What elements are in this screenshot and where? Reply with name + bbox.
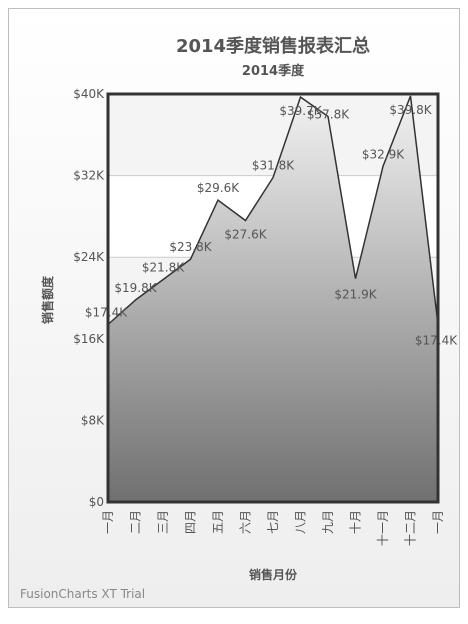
data-label: $17.4K [85,306,128,320]
data-label: $17.4K [415,334,458,348]
data-label: $39.8K [389,103,432,117]
x-tick-label: 二月 [129,510,143,534]
data-label: $21.8K [142,261,185,275]
y-tick-label: $16K [73,332,105,346]
x-tick-label: 十一月 [376,510,390,546]
data-labels: $17.4K $19.8K $21.8K $23.8K $29.6K $27.6K $31.… [85,103,458,348]
data-label: $31.8K [252,159,295,173]
y-tick-label: $24K [73,250,105,264]
x-tick-label: 三月 [156,510,170,534]
data-label: $37.8K [307,107,350,121]
y-tick-label: $32K [73,169,105,183]
data-label: $19.8K [114,281,157,295]
x-tick-label: 六月 [239,510,253,534]
data-label: $39.7K [279,104,322,118]
x-tick-label: 七月 [266,510,280,534]
plot-band [108,94,438,176]
x-tick-label: 四月 [184,510,198,534]
y-tick-label: $8K [81,413,105,427]
x-tick-label: 十二月 [404,510,418,546]
area-series [108,96,438,502]
y-axis-title: 销售额度 [40,275,55,324]
x-axis-title: 销售月份 [249,567,298,582]
x-tick-label: 八月 [294,510,308,534]
chart-title: 2014季度销售报表汇总 [176,35,370,57]
plot-border [106,92,440,504]
x-tick-label: 一月 [431,510,445,534]
x-tick-label: 十月 [349,510,363,534]
x-tick-label: 一月 [101,510,115,534]
y-tick-label: $40K [73,87,105,101]
x-tick-label: 五月 [211,510,225,534]
x-axis-ticks: 一月 二月 三月 四月 五月 六月 七月 八月 九月 十月 十一月 十二月 一月 [101,510,445,546]
y-tick-label: $0 [89,495,104,509]
area-series-line [107,95,439,326]
data-label: $21.9K [334,288,377,302]
x-tick-label: 九月 [321,510,335,534]
data-label: $27.6K [224,228,267,242]
data-label: $29.6K [197,181,240,195]
y-axis-ticks: $0 $8K $16K $24K $32K $40K [73,87,105,509]
data-label: $32.9K [362,147,405,161]
data-label: $23.8K [169,240,212,254]
trial-watermark: FusionCharts XT Trial [20,587,145,601]
chart-subtitle: 2014季度 [242,63,305,79]
